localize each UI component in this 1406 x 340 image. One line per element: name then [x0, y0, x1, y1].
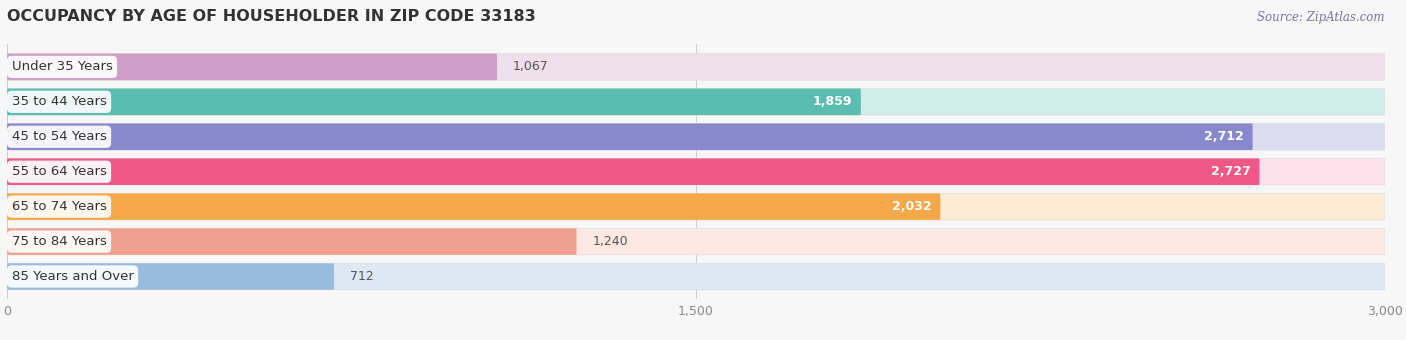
FancyBboxPatch shape: [7, 158, 1385, 185]
Text: 2,032: 2,032: [891, 200, 931, 213]
FancyBboxPatch shape: [7, 228, 1385, 255]
Text: 712: 712: [350, 270, 374, 283]
Text: 1,859: 1,859: [813, 95, 852, 108]
FancyBboxPatch shape: [7, 228, 576, 255]
FancyBboxPatch shape: [7, 263, 1385, 290]
Text: OCCUPANCY BY AGE OF HOUSEHOLDER IN ZIP CODE 33183: OCCUPANCY BY AGE OF HOUSEHOLDER IN ZIP C…: [7, 9, 536, 24]
Text: 2,727: 2,727: [1211, 165, 1250, 178]
Text: 1,240: 1,240: [593, 235, 628, 248]
Text: 45 to 54 Years: 45 to 54 Years: [11, 130, 107, 143]
FancyBboxPatch shape: [7, 263, 335, 290]
FancyBboxPatch shape: [7, 54, 1385, 80]
Text: 85 Years and Over: 85 Years and Over: [11, 270, 134, 283]
FancyBboxPatch shape: [7, 88, 1385, 115]
FancyBboxPatch shape: [7, 123, 1253, 150]
Text: Under 35 Years: Under 35 Years: [11, 61, 112, 73]
FancyBboxPatch shape: [7, 123, 1385, 150]
FancyBboxPatch shape: [7, 88, 860, 115]
Text: 2,712: 2,712: [1204, 130, 1243, 143]
Text: 55 to 64 Years: 55 to 64 Years: [11, 165, 107, 178]
FancyBboxPatch shape: [7, 158, 1260, 185]
Text: 75 to 84 Years: 75 to 84 Years: [11, 235, 107, 248]
FancyBboxPatch shape: [7, 193, 1385, 220]
FancyBboxPatch shape: [7, 193, 941, 220]
Text: 65 to 74 Years: 65 to 74 Years: [11, 200, 107, 213]
Text: Source: ZipAtlas.com: Source: ZipAtlas.com: [1257, 11, 1385, 24]
FancyBboxPatch shape: [7, 54, 498, 80]
Text: 1,067: 1,067: [513, 61, 548, 73]
Text: 35 to 44 Years: 35 to 44 Years: [11, 95, 107, 108]
